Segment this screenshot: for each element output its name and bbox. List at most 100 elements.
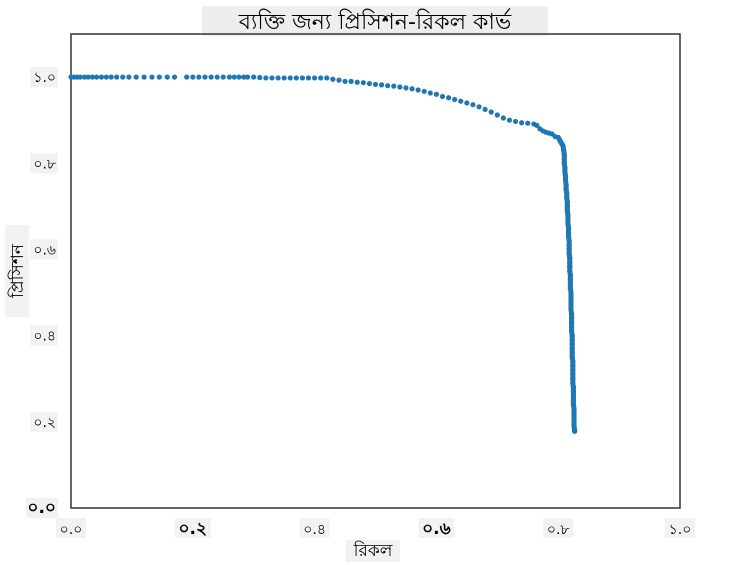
data-point bbox=[305, 75, 312, 81]
y-tick-label-background bbox=[30, 239, 58, 260]
y-tick-label: ০.০ bbox=[27, 498, 56, 518]
data-point bbox=[482, 106, 488, 113]
data-point bbox=[251, 74, 257, 80]
y-tick-label-background bbox=[30, 153, 58, 174]
data-point bbox=[269, 75, 275, 81]
data-point bbox=[409, 86, 415, 92]
data-point bbox=[433, 91, 439, 97]
data-point bbox=[512, 118, 519, 125]
data-point bbox=[299, 75, 306, 81]
data-point bbox=[214, 74, 220, 80]
data-point bbox=[366, 80, 373, 87]
data-point bbox=[184, 74, 190, 80]
data-point bbox=[263, 75, 269, 81]
y-tick-label: ০.৬ bbox=[33, 242, 56, 258]
x-tick-label-background bbox=[56, 518, 86, 538]
data-point bbox=[397, 84, 403, 90]
x-tick-label-background bbox=[418, 518, 455, 538]
data-points bbox=[68, 74, 578, 434]
data-point bbox=[120, 74, 126, 80]
data-point bbox=[312, 75, 318, 81]
data-point bbox=[330, 76, 336, 82]
data-point bbox=[89, 74, 95, 80]
data-point bbox=[470, 102, 476, 108]
y-tick-label: ০.৪ bbox=[33, 329, 56, 345]
chart-title: ব্যক্তি জন্য প্রিসিশন-রিকল কার্ভ bbox=[238, 8, 512, 35]
data-point bbox=[452, 96, 458, 103]
data-point bbox=[534, 122, 540, 128]
data-point bbox=[464, 100, 470, 106]
data-point bbox=[336, 77, 342, 83]
x-axis-label: রিকল bbox=[353, 540, 393, 561]
data-point bbox=[458, 98, 464, 104]
plot-area-frame bbox=[70, 33, 681, 509]
data-point bbox=[202, 74, 208, 80]
y-tick-label: ১.০ bbox=[33, 70, 56, 86]
y-tick-label-background bbox=[30, 411, 58, 432]
data-point bbox=[488, 109, 494, 115]
data-point bbox=[360, 80, 366, 86]
data-point bbox=[378, 82, 385, 88]
data-point bbox=[354, 79, 360, 85]
data-point bbox=[98, 74, 105, 80]
y-tick-label: ০.২ bbox=[33, 415, 56, 431]
data-point bbox=[372, 81, 379, 88]
chart-title-background bbox=[202, 6, 548, 36]
data-point bbox=[293, 75, 299, 81]
data-point bbox=[494, 112, 500, 118]
x-tick-label-background bbox=[665, 518, 695, 538]
data-point bbox=[236, 74, 242, 80]
data-point bbox=[287, 75, 293, 81]
data-point bbox=[245, 74, 251, 80]
x-tick-label: ০.২ bbox=[179, 519, 208, 539]
data-point bbox=[439, 93, 446, 100]
data-point bbox=[164, 74, 170, 80]
data-point bbox=[318, 75, 324, 81]
data-point bbox=[81, 74, 87, 80]
data-point bbox=[77, 74, 83, 80]
data-point bbox=[257, 74, 263, 81]
y-tick-label: ০.৮ bbox=[33, 156, 56, 172]
data-point bbox=[126, 74, 132, 80]
data-point bbox=[519, 120, 525, 126]
data-point bbox=[281, 75, 287, 81]
y-axis-label-background bbox=[5, 225, 29, 317]
data-point bbox=[391, 83, 397, 89]
data-point bbox=[500, 115, 506, 121]
data-point bbox=[196, 74, 202, 80]
x-tick-label: ০.০ bbox=[60, 522, 83, 538]
x-tick-label-background bbox=[543, 518, 574, 538]
data-point bbox=[231, 74, 237, 80]
data-point bbox=[385, 83, 391, 89]
data-point bbox=[133, 74, 139, 80]
data-point bbox=[275, 75, 281, 81]
data-point bbox=[141, 74, 147, 80]
data-point bbox=[445, 95, 452, 101]
data-point bbox=[403, 85, 409, 91]
y-tick-label-background bbox=[26, 498, 58, 518]
data-point bbox=[226, 74, 232, 80]
data-point bbox=[525, 120, 531, 126]
x-tick-label: ০.৬ bbox=[422, 519, 451, 539]
x-tick-label: ১.০ bbox=[669, 522, 692, 538]
data-point bbox=[171, 74, 178, 80]
data-point bbox=[348, 78, 354, 84]
data-point bbox=[85, 74, 91, 80]
data-point bbox=[190, 74, 196, 80]
data-point bbox=[506, 117, 513, 123]
data-point bbox=[220, 74, 226, 80]
data-point bbox=[149, 74, 155, 80]
data-point bbox=[427, 90, 433, 96]
data-point bbox=[108, 74, 114, 80]
data-point bbox=[114, 74, 120, 80]
data-point bbox=[324, 75, 330, 81]
data-point bbox=[342, 78, 348, 84]
data-point bbox=[415, 87, 421, 93]
y-tick-label-background bbox=[30, 67, 58, 88]
x-tick-label: ০.৮ bbox=[547, 522, 570, 538]
x-axis-ticks: ০.০ ০.২ ০.৪ ০.৬ ০.৮ ১.০ bbox=[56, 518, 695, 539]
x-axis-label-background bbox=[346, 540, 400, 562]
data-point bbox=[476, 104, 482, 110]
x-tick-label-background bbox=[299, 518, 330, 538]
